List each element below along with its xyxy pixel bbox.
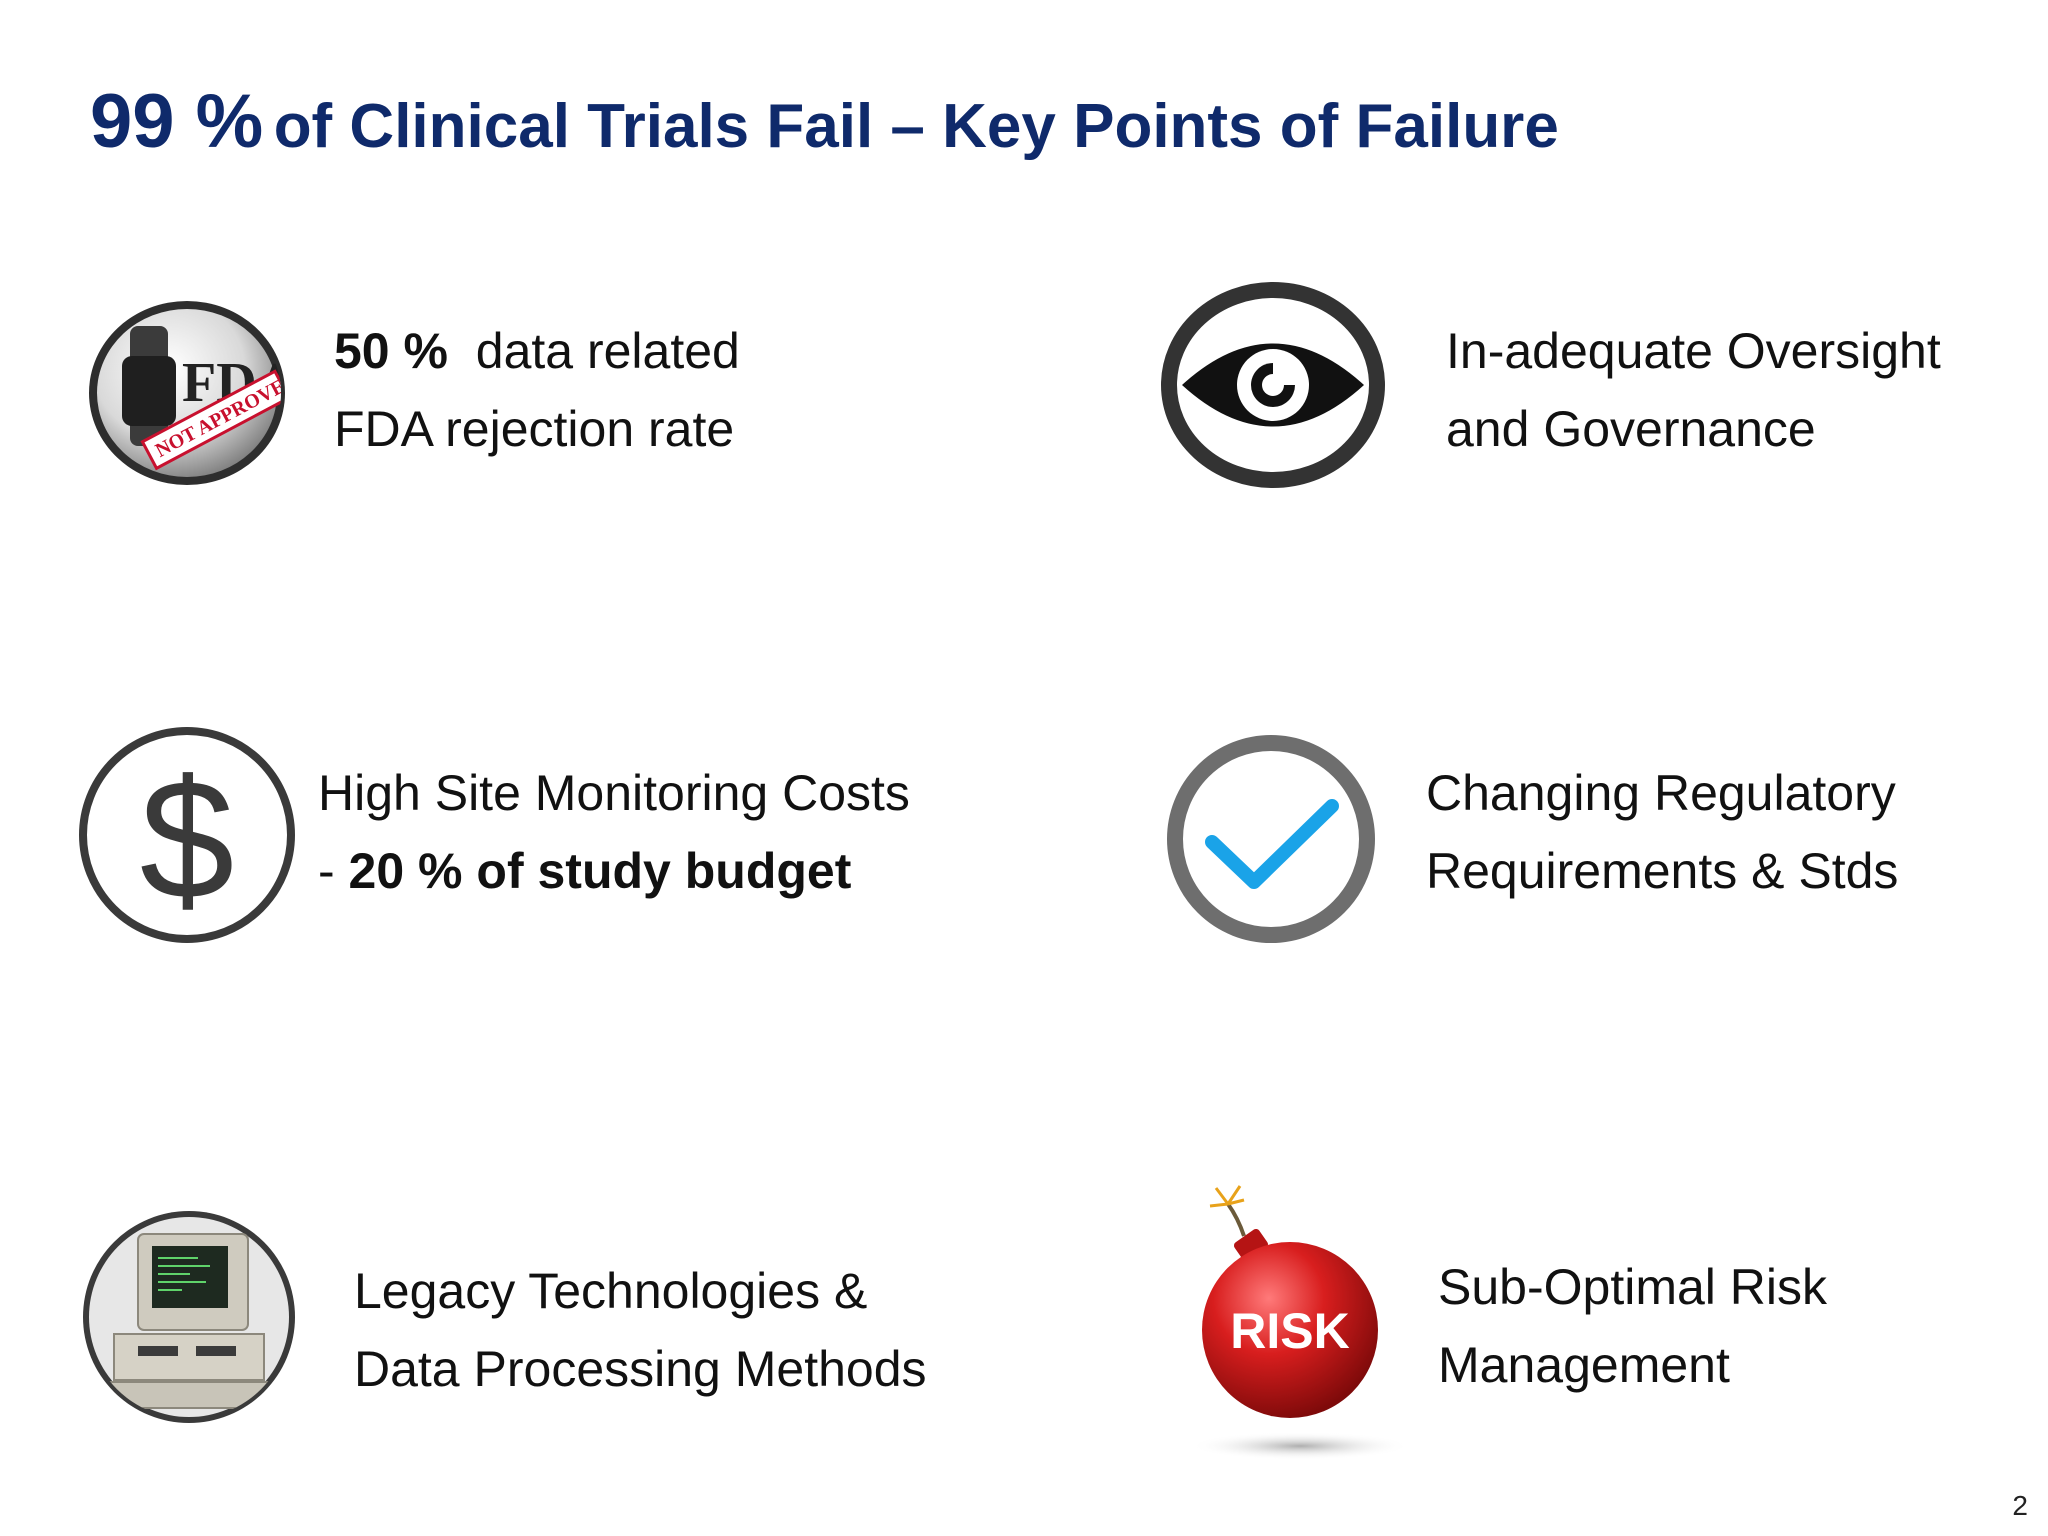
title-highlight: 99 % bbox=[90, 79, 264, 164]
risk-line2: Management bbox=[1438, 1337, 1730, 1393]
item-monitoring-text: High Site Monitoring Costs - 20 % of stu… bbox=[318, 754, 910, 910]
svg-text:$: $ bbox=[140, 745, 235, 935]
item-regulatory-text: Changing Regulatory Requirements & Stds bbox=[1426, 754, 1898, 910]
dollar-icon: $ bbox=[74, 722, 300, 948]
legacy-computer-icon bbox=[78, 1206, 300, 1428]
item-oversight-text: In-adequate Oversight and Governance bbox=[1446, 312, 1941, 468]
fda-line1: data related bbox=[475, 323, 740, 379]
item-legacy-text: Legacy Technologies & Data Processing Me… bbox=[354, 1252, 927, 1408]
fda-line2: FDA rejection rate bbox=[334, 401, 735, 457]
monitoring-line1: High Site Monitoring Costs bbox=[318, 765, 910, 821]
slide-title: 99 % of Clinical Trials Fail – Key Point… bbox=[90, 84, 1559, 160]
title-text: of Clinical Trials Fail – Key Points of … bbox=[273, 92, 1559, 161]
item-risk-text: Sub-Optimal Risk Management bbox=[1438, 1248, 1827, 1404]
bomb-label: RISK bbox=[1230, 1303, 1349, 1359]
regulatory-line2: Requirements & Stds bbox=[1426, 843, 1899, 899]
fda-percent: 50 % bbox=[334, 323, 448, 379]
risk-line1: Sub-Optimal Risk bbox=[1438, 1259, 1827, 1315]
regulatory-line1: Changing Regulatory bbox=[1426, 765, 1896, 821]
item-fda-text: 50 % data related FDA rejection rate bbox=[334, 312, 740, 468]
legacy-line2: Data Processing Methods bbox=[354, 1341, 927, 1397]
checkmark-icon bbox=[1164, 732, 1378, 946]
monitoring-prefix: - bbox=[318, 843, 349, 899]
monitoring-budget: 20 % of study budget bbox=[348, 843, 852, 899]
oversight-line1: In-adequate Oversight bbox=[1446, 323, 1941, 379]
page-number: 2 bbox=[2012, 1490, 2028, 1521]
fda-not-approved-stamp-icon: FDA NOT APPROVED bbox=[82, 296, 292, 490]
oversight-line2: and Governance bbox=[1446, 401, 1816, 457]
eye-icon bbox=[1160, 282, 1386, 488]
risk-bomb-icon: RISK bbox=[1180, 1178, 1420, 1468]
legacy-line1: Legacy Technologies & bbox=[354, 1263, 868, 1319]
